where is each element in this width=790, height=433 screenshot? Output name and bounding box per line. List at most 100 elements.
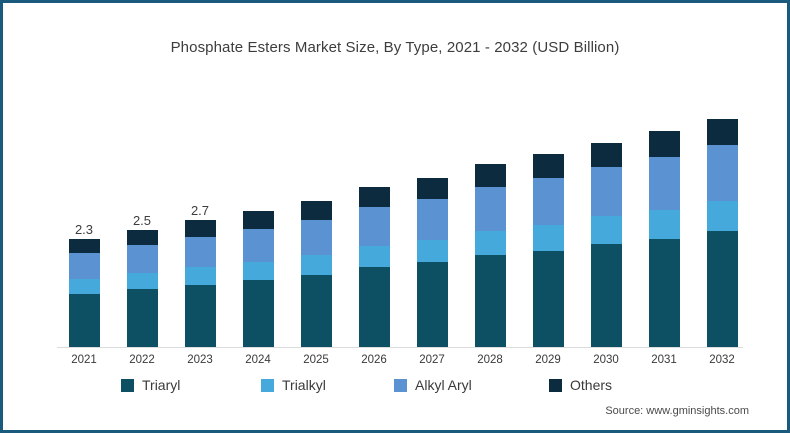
bar-segment-trialkyl [184,267,216,285]
legend-label: Others [570,377,613,393]
bar-total-label: 2.7 [190,203,210,219]
stacked-bar [532,154,564,347]
stacked-bar [706,119,738,347]
bar-segment-triaryl [416,262,448,347]
x-axis-label: 2023 [187,354,213,366]
bar-segment-alkyl_aryl [648,156,680,210]
legend-item-triaryl: Triaryl [121,378,180,392]
bar-column-2024: 2024 [229,87,287,366]
legend-label: Trialkyl [282,377,326,393]
bar-segment-trialkyl [300,255,332,275]
legend-swatch-triaryl [121,378,134,392]
bar-segment-triaryl [300,274,332,347]
bar-segment-others [532,154,564,179]
bar-total-label: 2.5 [132,212,152,228]
bar-segment-alkyl_aryl [242,228,274,262]
bar-column-2025: 2025 [287,87,345,366]
x-axis-line [57,347,743,348]
x-axis-label: 2021 [71,354,97,366]
stacked-bar [184,220,216,347]
bar-segment-trialkyl [706,201,738,232]
bar-segment-alkyl_aryl [590,166,622,217]
bar-segment-trialkyl [126,273,158,290]
stacked-bar [126,229,158,347]
x-axis-label: 2027 [419,354,445,366]
bar-segment-trialkyl [532,225,564,251]
bar-segment-triaryl [68,293,100,347]
bar-segment-others [474,163,506,187]
bar-column-2021: 2.3 2021 [55,87,113,366]
bar-segment-others [242,210,274,229]
bar-segment-trialkyl [358,245,390,268]
legend-label: Alkyl Aryl [415,377,472,393]
bar-column-2023: 2.7 2023 [171,87,229,366]
bar-segment-others [590,142,622,167]
stacked-bar [358,187,390,347]
bar-segment-trialkyl [590,216,622,244]
bar-segment-trialkyl [416,240,448,263]
bar-segment-triaryl [590,243,622,347]
legend-item-alkyl_aryl: Alkyl Aryl [394,378,472,392]
bar-segment-triaryl [126,289,158,347]
bar-segment-triaryl [648,238,680,347]
x-axis-label: 2031 [651,354,677,366]
bar-segment-others [68,238,100,254]
bar-segment-alkyl_aryl [300,220,332,256]
bar-total-label: 2.3 [74,221,94,237]
bar-segment-trialkyl [68,278,100,294]
legend-item-trialkyl: Trialkyl [261,378,326,392]
bar-segment-triaryl [184,284,216,347]
bar-column-2031: 2031 [635,87,693,366]
x-axis-label: 2030 [593,354,619,366]
bar-segment-triaryl [358,267,390,347]
bar-column-2028: 2028 [461,87,519,366]
bar-segment-triaryl [474,255,506,347]
bar-segment-others [706,119,738,146]
bar-segment-trialkyl [242,261,274,280]
bar-column-2027: 2027 [403,87,461,366]
legend-swatch-trialkyl [261,378,274,392]
source-attribution: Source: www.gminsights.com [605,405,749,417]
bar-segment-trialkyl [648,209,680,239]
bar-column-2032: 2032 [693,87,751,366]
bar-segment-trialkyl [474,231,506,256]
stacked-bar [590,142,622,347]
x-axis-label: 2025 [303,354,329,366]
bar-column-2022: 2.5 2022 [113,87,171,366]
bar-segment-triaryl [242,279,274,347]
bar-column-2026: 2026 [345,87,403,366]
bar-segment-others [416,177,448,199]
bar-segment-others [300,201,332,221]
x-axis-label: 2026 [361,354,387,366]
legend-item-others: Others [549,378,612,392]
bar-segment-alkyl_aryl [706,145,738,202]
chart-title: Phosphate Esters Market Size, By Type, 2… [170,39,620,56]
bar-segment-triaryl [706,231,738,347]
x-axis-label: 2022 [129,354,155,366]
stacked-bar [648,130,680,347]
x-axis-label: 2028 [477,354,503,366]
stacked-bar [68,238,100,347]
x-axis-label: 2024 [245,354,271,366]
x-axis-label: 2032 [709,354,735,366]
stacked-bar [242,210,274,347]
bar-segment-triaryl [532,250,564,347]
bar-segment-others [126,229,158,245]
legend-swatch-alkyl_aryl [394,378,407,392]
stacked-bar [300,201,332,347]
legend: Triaryl Trialkyl Alkyl Aryl Others [3,378,787,398]
bar-segment-alkyl_aryl [416,198,448,241]
legend-label: Triaryl [142,377,181,393]
x-axis-label: 2029 [535,354,561,366]
bar-segment-alkyl_aryl [68,253,100,279]
stacked-bar [474,163,506,347]
bar-segment-others [648,130,680,157]
stacked-bar [416,177,448,347]
bar-chart: 2.3 2021 2.5 2022 2.7 2023 2024 2025 2026 2027 202… [55,87,751,366]
bar-segment-alkyl_aryl [126,244,158,274]
legend-swatch-others [549,378,562,392]
bar-segment-alkyl_aryl [358,206,390,246]
bar-column-2030: 2030 [577,87,635,366]
bar-segment-alkyl_aryl [532,178,564,226]
